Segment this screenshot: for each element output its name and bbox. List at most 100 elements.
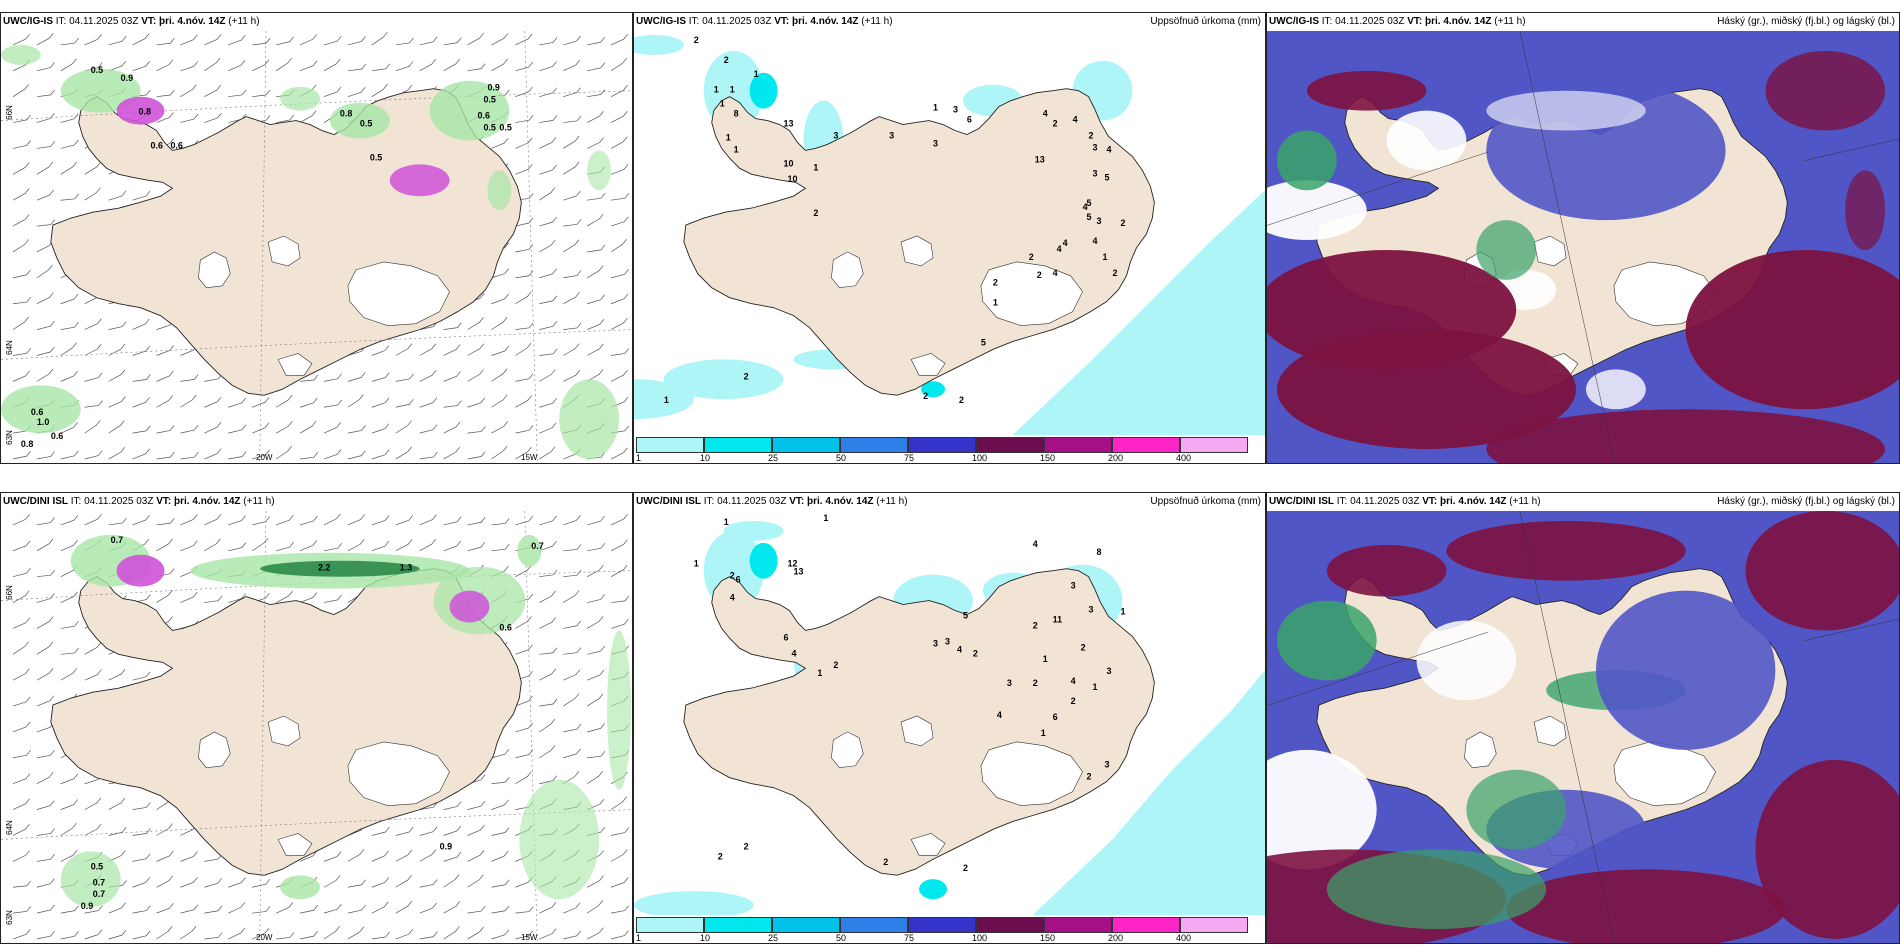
panel-title: Uppsöfnuð úrkoma (mm) <box>1150 496 1261 507</box>
value-label: 0.7 <box>93 877 105 887</box>
lon-label-20w: 20W <box>256 933 273 942</box>
value-label: 1 <box>1103 252 1108 262</box>
value-label: 4 <box>1083 202 1088 212</box>
value-label: 2 <box>959 395 964 405</box>
panel-precip-dini: UWC/DINI ISL IT: 04.11.2025 03Z VT: þri.… <box>633 492 1266 944</box>
value-label: 0.8 <box>139 107 151 117</box>
value-label: 3 <box>933 638 938 648</box>
colorbar-swatch <box>772 437 840 453</box>
value-label: 1 <box>726 132 731 142</box>
value-label: 2.2 <box>318 563 330 573</box>
colorbar-swatch <box>976 437 1044 453</box>
value-label: 2 <box>744 371 749 381</box>
value-label: 0.8 <box>21 439 33 449</box>
glacier <box>910 353 946 376</box>
precip-colorbar: 1 10 25 50 75 100 150 200 400 <box>634 435 1265 463</box>
colorbar-tick: 100 <box>972 453 988 463</box>
cloud-cover-map[interactable] <box>1267 31 1899 463</box>
value-label: 2 <box>1112 268 1117 278</box>
value-label: 3 <box>1071 581 1076 591</box>
value-label: 13 <box>1035 154 1045 164</box>
colorbar-tick: 50 <box>836 933 847 943</box>
lat-label-66n: 66N <box>4 585 14 600</box>
wind-precip-map[interactable]: 0.5 0.9 0.8 0.6 0.6 0.8 0.5 0.5 0.9 0.5 0.6 0.5 0.5 1… <box>1 31 632 463</box>
cloud-shading <box>1267 511 1899 943</box>
glacier <box>1533 715 1567 747</box>
colorbar-swatch <box>1180 917 1248 933</box>
lon-label-15w: 15W <box>521 453 538 462</box>
lat-label-66n: 66N <box>4 105 14 120</box>
value-label: 1 <box>813 162 818 172</box>
value-label: 4 <box>1071 676 1076 686</box>
value-label: 1.3 <box>400 563 412 573</box>
colorbar-tick: 400 <box>1176 453 1192 463</box>
value-label: 0.7 <box>111 535 123 545</box>
glacier <box>267 715 301 747</box>
wind-precip-map[interactable]: 0.7 2.2 1.3 0.7 0.6 0.5 0.7 0.7 0.9 0.9 <box>1 511 632 943</box>
lon-label-15w: 15W <box>521 933 538 942</box>
precip-shading <box>1 44 620 460</box>
value-label: 0.5 <box>360 119 372 129</box>
panel-precip-igis: UWC/IG-IS IT: 04.11.2025 03Z VT: þri. 4.… <box>633 12 1266 464</box>
panel-wind-igis: UWC/IG-IS IT: 04.11.2025 03Z VT: þri. 4.… <box>0 12 633 464</box>
colorbar-tick: 150 <box>1040 933 1056 943</box>
value-label: 6 <box>967 115 972 125</box>
precip-value-labels: 0.72.2 1.30.70.60.50.70.70.90.9 <box>81 535 544 911</box>
value-label: 12 <box>788 559 798 569</box>
value-label: 0.9 <box>487 83 499 93</box>
value-label: 5 <box>1105 172 1110 182</box>
value-label: 3 <box>1093 168 1098 178</box>
colorbar-tick: 75 <box>904 453 915 463</box>
value-label: 1 <box>734 144 739 154</box>
panel-wind-dini: UWC/DINI ISL IT: 04.11.2025 03Z VT: þri.… <box>0 492 633 944</box>
value-label: 2 <box>730 571 735 581</box>
colorbar-tick: 50 <box>836 453 847 463</box>
accumulated-precip-map[interactable]: 2 2 1 1 1 8 13 1 10 10 1 2 1 3 1 3 3 3 6 13 4 1 2 4 2 4 5 4 4 2 2 1 5 4 1 2… <box>634 31 1265 435</box>
value-label: 3 <box>1089 605 1094 615</box>
glacier <box>900 715 934 747</box>
value-label: 2 <box>1120 218 1125 228</box>
value-label: 2 <box>973 648 978 658</box>
value-label: 0.6 <box>51 431 63 441</box>
value-label: 1 <box>1120 606 1125 616</box>
precip-colorbar: 1 10 25 50 75 100 150 200 400 <box>634 915 1265 943</box>
value-label: 2 <box>923 391 928 401</box>
value-label: 10 <box>788 174 798 184</box>
value-label: 0.5 <box>91 65 103 75</box>
value-label: 13 <box>784 119 794 129</box>
panel-header: UWC/DINI ISL IT: 04.11.2025 03Z VT: þri.… <box>1267 493 1899 511</box>
colorbar-swatch <box>908 437 976 453</box>
colorbar-swatch <box>704 437 772 453</box>
cloud-shading <box>1267 50 1899 463</box>
value-label: 2 <box>1033 678 1038 688</box>
value-label: 2 <box>883 857 888 867</box>
value-label: 3 <box>953 105 958 115</box>
value-label: 3 <box>1093 142 1098 152</box>
value-label: 8 <box>1097 547 1102 557</box>
accumulated-precip-map[interactable]: 1 1 2 6 4 12 13 1 6 4 1 2 3 3 4 5 2 2 3 4 8 1 3 11 2 1 3 2 4 3 1 2 6 4 1 2 3… <box>634 511 1265 915</box>
value-label: 3 <box>833 130 838 140</box>
value-label: 1 <box>1043 654 1048 664</box>
glacier <box>347 261 450 326</box>
value-label: 1 <box>724 517 729 527</box>
glacier <box>277 353 313 376</box>
colorbar-swatch <box>636 437 704 453</box>
value-label: 2 <box>724 55 729 65</box>
value-label: 2 <box>833 660 838 670</box>
value-label: 1 <box>694 559 699 569</box>
colorbar-tick: 25 <box>768 453 779 463</box>
value-label: 0.5 <box>483 123 495 133</box>
value-label: 4 <box>1107 144 1112 154</box>
value-label: 4 <box>1053 268 1058 278</box>
value-label: 0.5 <box>483 95 495 105</box>
colorbar-tick: 10 <box>700 933 711 943</box>
value-label: 3 <box>1007 678 1012 688</box>
value-label: 1 <box>664 395 669 405</box>
glacier <box>831 251 864 289</box>
glacier <box>1533 235 1567 267</box>
value-label: 1.0 <box>37 417 49 427</box>
colorbar-swatch <box>840 437 908 453</box>
cloud-cover-map[interactable] <box>1267 511 1899 943</box>
colorbar-tick: 150 <box>1040 453 1056 463</box>
value-label: 2 <box>1037 270 1042 280</box>
